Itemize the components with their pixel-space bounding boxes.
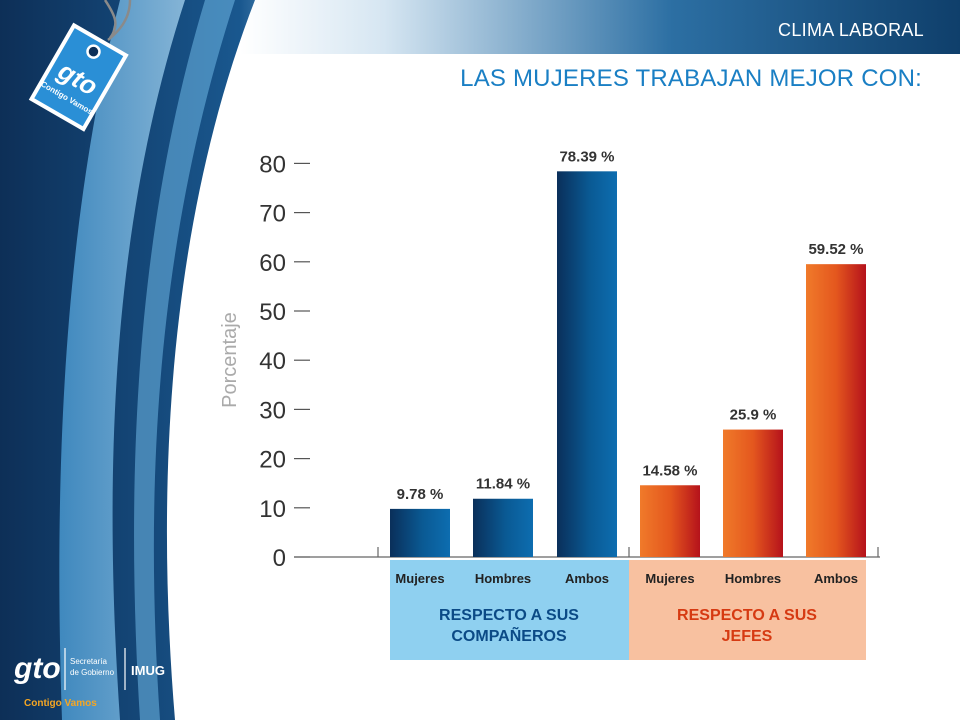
bar: [640, 485, 700, 557]
bar: [473, 498, 533, 557]
footer-org-line2: de Gobierno: [70, 668, 115, 677]
group-box-companeros: [390, 560, 629, 660]
y-tick-label: 30: [259, 397, 286, 424]
y-tick-label: 0: [273, 545, 286, 572]
group-label-line1: RESPECTO A SUS: [677, 607, 817, 624]
bar-chart: 0 10 20 30 40 50 60 70 80 Porcentaje 9.78 % Mujeres…: [219, 148, 880, 660]
category-label: Ambos: [814, 571, 858, 586]
category-label: Mujeres: [395, 571, 444, 586]
category-label: Hombres: [725, 571, 781, 586]
group-label-line2: JEFES: [722, 628, 773, 645]
bar: [806, 264, 866, 557]
data-label: 14.58 %: [642, 462, 697, 479]
data-label: 9.78 %: [397, 486, 444, 503]
footer-logo: gto Contigo Vamos Secretaría de Gobierno…: [13, 648, 165, 709]
footer-logo-text: gto: [13, 652, 61, 685]
footer-logo-subtext: Contigo Vamos: [24, 698, 97, 709]
y-tick-label: 50: [259, 299, 286, 326]
data-label: 78.39 %: [559, 148, 614, 165]
footer-org2: IMUG: [131, 663, 165, 678]
header-bar: [0, 0, 960, 54]
category-label: Ambos: [565, 571, 609, 586]
y-tick-label: 20: [259, 447, 286, 474]
footer-org-line1: Secretaría: [70, 657, 107, 666]
category-label: Mujeres: [645, 571, 694, 586]
slide-title: LAS MUJERES TRABAJAN MEJOR CON:: [460, 65, 922, 92]
group-box-jefes: [629, 560, 866, 660]
bar: [723, 429, 783, 557]
data-label: 25.9 %: [730, 407, 777, 424]
group-label-line1: RESPECTO A SUS: [439, 607, 579, 624]
category-label: Hombres: [475, 571, 531, 586]
y-tick-label: 10: [259, 496, 286, 523]
gto-tag-logo: gto Contigo Vamos: [28, 0, 132, 132]
data-label: 11.84 %: [476, 476, 530, 493]
y-tick-label: 70: [259, 201, 286, 228]
section-label: CLIMA LABORAL: [778, 20, 924, 40]
data-label: 59.52 %: [808, 241, 863, 258]
y-tick-label: 60: [259, 250, 286, 277]
y-tick-label: 40: [259, 348, 286, 375]
group-label-line2: COMPAÑEROS: [451, 625, 567, 645]
bar: [390, 508, 450, 557]
y-axis-label: Porcentaje: [219, 312, 241, 408]
y-tick-label: 80: [259, 151, 286, 178]
bar: [557, 171, 617, 557]
